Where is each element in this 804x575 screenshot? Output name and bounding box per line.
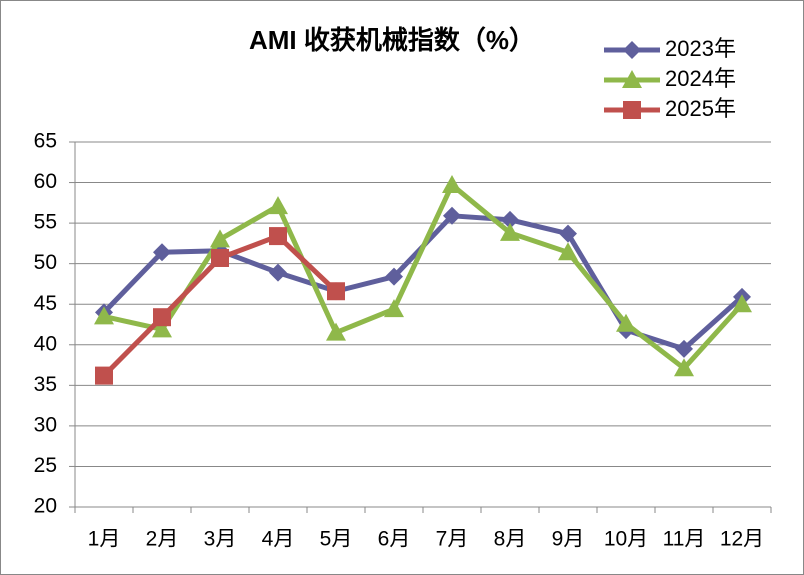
data-point — [326, 322, 346, 341]
x-tick-label: 2月 — [146, 528, 179, 551]
x-tick-label: 4月 — [262, 528, 295, 551]
legend-marker — [623, 101, 641, 119]
x-tick-label: 7月 — [436, 528, 469, 551]
x-tick-label: 5月 — [320, 528, 353, 551]
data-point — [616, 313, 636, 332]
x-tick-label: 12月 — [720, 528, 764, 551]
data-point — [384, 299, 404, 318]
chart-title: AMI 收获机械指数（%） — [249, 25, 535, 55]
y-tick-label: 45 — [34, 292, 57, 315]
data-point — [269, 227, 287, 246]
data-point — [674, 358, 694, 377]
x-tick-label: 1月 — [88, 528, 121, 551]
data-point — [94, 306, 114, 325]
x-tick-label: 6月 — [378, 528, 411, 551]
data-point — [442, 174, 462, 193]
legend-marker — [623, 41, 641, 59]
y-tick-label: 65 — [34, 130, 57, 153]
data-point — [269, 263, 287, 282]
legend-label: 2024年 — [665, 66, 736, 91]
data-point — [268, 196, 288, 215]
x-tick-label: 8月 — [494, 528, 527, 551]
x-tick-label: 3月 — [204, 528, 237, 551]
data-point — [95, 366, 113, 385]
legend-marker — [622, 70, 642, 88]
data-point — [675, 339, 693, 358]
y-tick-label: 55 — [34, 211, 57, 234]
x-tick-label: 9月 — [552, 528, 585, 551]
data-point — [558, 242, 578, 261]
data-point — [327, 282, 345, 301]
y-tick-label: 50 — [34, 251, 57, 274]
y-tick-label: 25 — [34, 454, 57, 477]
y-tick-label: 30 — [34, 413, 57, 436]
data-point — [210, 229, 230, 248]
data-point — [153, 243, 171, 262]
data-point — [152, 319, 172, 338]
legend-label: 2023年 — [665, 36, 736, 61]
data-point — [211, 248, 229, 267]
y-tick-label: 35 — [34, 373, 57, 396]
data-point — [153, 308, 171, 327]
data-point — [385, 267, 403, 286]
data-point — [732, 294, 752, 313]
legend-label: 2025年 — [665, 96, 736, 121]
data-point — [500, 222, 520, 241]
x-tick-label: 11月 — [663, 528, 706, 551]
y-tick-label: 20 — [34, 495, 57, 518]
y-tick-label: 40 — [34, 332, 57, 355]
data-point — [443, 206, 461, 225]
data-point — [501, 210, 519, 229]
y-tick-label: 60 — [34, 170, 57, 193]
data-point — [559, 224, 577, 243]
x-tick-label: 10月 — [604, 528, 648, 551]
